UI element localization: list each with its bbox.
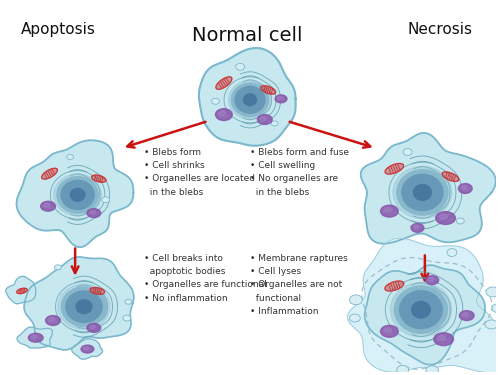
Ellipse shape [87, 324, 101, 332]
Ellipse shape [44, 203, 50, 207]
Ellipse shape [414, 225, 419, 229]
Ellipse shape [462, 313, 468, 316]
Ellipse shape [236, 63, 244, 70]
Ellipse shape [380, 326, 398, 337]
Ellipse shape [84, 347, 88, 350]
Polygon shape [199, 48, 296, 146]
Ellipse shape [384, 208, 391, 212]
Ellipse shape [402, 174, 443, 210]
Ellipse shape [28, 333, 43, 342]
Text: • Blebs form
• Cell shrinks
• Organelles are located
  in the blebs: • Blebs form • Cell shrinks • Organelles… [144, 148, 255, 197]
Ellipse shape [456, 218, 464, 224]
Ellipse shape [412, 302, 430, 318]
Ellipse shape [212, 98, 220, 104]
Ellipse shape [411, 224, 424, 232]
Polygon shape [24, 257, 134, 350]
Ellipse shape [125, 299, 132, 304]
Polygon shape [260, 86, 276, 94]
Ellipse shape [447, 249, 457, 256]
Ellipse shape [458, 183, 472, 194]
Ellipse shape [440, 214, 448, 219]
Ellipse shape [278, 96, 282, 100]
Polygon shape [90, 288, 104, 294]
Ellipse shape [228, 81, 272, 119]
Ellipse shape [32, 335, 37, 339]
Polygon shape [442, 172, 459, 182]
Ellipse shape [235, 86, 265, 113]
Ellipse shape [48, 318, 54, 321]
Ellipse shape [485, 320, 498, 329]
Ellipse shape [40, 201, 56, 211]
Polygon shape [361, 133, 496, 244]
Polygon shape [364, 265, 485, 364]
Ellipse shape [81, 345, 94, 353]
Ellipse shape [260, 117, 266, 120]
Polygon shape [16, 288, 27, 294]
Ellipse shape [460, 310, 474, 321]
Text: • Cell breaks into
  apoptotic bodies
• Organelles are functional
• No inflammat: • Cell breaks into apoptotic bodies • Or… [144, 254, 267, 303]
Polygon shape [6, 276, 36, 304]
Polygon shape [72, 339, 102, 359]
Ellipse shape [70, 189, 85, 201]
Ellipse shape [486, 287, 500, 297]
Ellipse shape [414, 184, 432, 200]
Ellipse shape [426, 366, 438, 375]
Ellipse shape [438, 335, 446, 340]
Ellipse shape [61, 180, 94, 210]
Polygon shape [216, 77, 232, 89]
Polygon shape [17, 327, 52, 348]
Ellipse shape [380, 205, 398, 217]
Ellipse shape [426, 276, 438, 285]
Ellipse shape [54, 174, 102, 216]
Ellipse shape [102, 197, 110, 203]
Text: Apoptosis: Apoptosis [20, 22, 96, 37]
Ellipse shape [492, 304, 500, 313]
Ellipse shape [57, 177, 98, 213]
Ellipse shape [436, 211, 456, 225]
Polygon shape [16, 140, 134, 247]
Text: Normal cell: Normal cell [192, 26, 303, 45]
Ellipse shape [76, 300, 92, 314]
Polygon shape [92, 175, 106, 182]
Text: • Membrane raptures
• Cell lyses
• Organelles are not
  functional
• Inflammatio: • Membrane raptures • Cell lyses • Organ… [250, 254, 348, 316]
Polygon shape [385, 164, 404, 174]
Ellipse shape [397, 170, 448, 215]
Ellipse shape [434, 333, 454, 346]
Ellipse shape [397, 365, 408, 374]
Ellipse shape [400, 291, 442, 328]
Polygon shape [42, 168, 58, 179]
Ellipse shape [394, 286, 448, 333]
Ellipse shape [232, 83, 268, 117]
Ellipse shape [271, 121, 278, 126]
Ellipse shape [87, 209, 101, 218]
Ellipse shape [461, 186, 466, 189]
Ellipse shape [54, 265, 62, 270]
Ellipse shape [428, 278, 434, 281]
Ellipse shape [123, 315, 131, 321]
Ellipse shape [67, 154, 73, 159]
Ellipse shape [244, 94, 256, 106]
Ellipse shape [219, 111, 226, 116]
Ellipse shape [275, 95, 287, 103]
Ellipse shape [46, 316, 60, 326]
Polygon shape [385, 281, 404, 291]
Ellipse shape [350, 314, 360, 322]
Ellipse shape [216, 109, 232, 120]
Polygon shape [348, 238, 500, 373]
Ellipse shape [58, 284, 110, 329]
Ellipse shape [403, 148, 412, 156]
Ellipse shape [90, 325, 95, 329]
Ellipse shape [384, 328, 391, 333]
Ellipse shape [90, 210, 95, 214]
Ellipse shape [393, 166, 452, 219]
Text: Necrosis: Necrosis [407, 22, 472, 37]
Ellipse shape [62, 287, 106, 326]
Ellipse shape [258, 115, 272, 125]
Ellipse shape [66, 291, 102, 322]
Ellipse shape [390, 282, 452, 337]
Text: • Blebs form and fuse
• Cell swelling
• No organelles are
  in the blebs: • Blebs form and fuse • Cell swelling • … [250, 148, 349, 197]
Ellipse shape [350, 295, 362, 305]
